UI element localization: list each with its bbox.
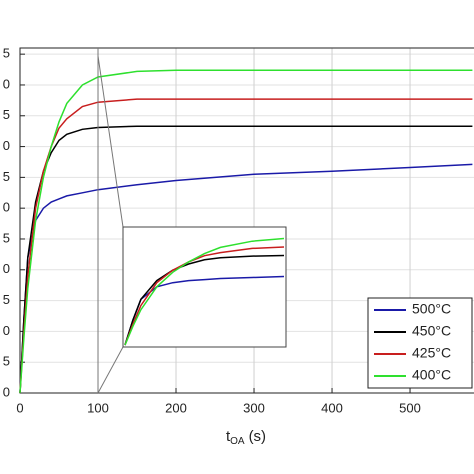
y-tick-label: 0 xyxy=(3,200,10,215)
y-tick-label: 0 xyxy=(3,76,10,91)
line xyxy=(124,237,285,346)
y-tick-label: 0 xyxy=(3,384,10,399)
y-tick-label: 5 xyxy=(3,46,10,61)
y-tick-label: 5 xyxy=(3,354,10,369)
x-tick-label: 0 xyxy=(16,400,23,415)
y-tick-label: 5 xyxy=(3,107,10,122)
y-tick-label: 0 xyxy=(3,261,10,276)
line xyxy=(124,246,285,346)
x-tick-label: 300 xyxy=(243,400,265,415)
legend-label: 400°C xyxy=(412,367,451,383)
x-tick-label: 500 xyxy=(399,400,421,415)
x-axis-label: tOA (s) xyxy=(226,428,266,447)
legend-label: 425°C xyxy=(412,345,451,361)
y-tick-label: 0 xyxy=(3,138,10,153)
legend-label: 500°C xyxy=(412,301,451,317)
y-tick-label: 5 xyxy=(3,292,10,307)
legend-label: 450°C xyxy=(412,323,451,339)
y-tick-label: 0 xyxy=(3,323,10,338)
x-tick-label: 400 xyxy=(321,400,343,415)
line xyxy=(19,69,473,394)
legend-box xyxy=(367,297,473,389)
line xyxy=(19,98,473,394)
zoom-line xyxy=(97,346,124,394)
inset-frame xyxy=(122,226,287,348)
zoom-line xyxy=(97,55,124,228)
line xyxy=(19,125,473,394)
plot-frame xyxy=(19,47,474,394)
x-tick-label: 100 xyxy=(87,400,109,415)
x-tick-label: 200 xyxy=(165,400,187,415)
y-tick-label: 5 xyxy=(3,169,10,184)
y-tick-label: 5 xyxy=(3,230,10,245)
